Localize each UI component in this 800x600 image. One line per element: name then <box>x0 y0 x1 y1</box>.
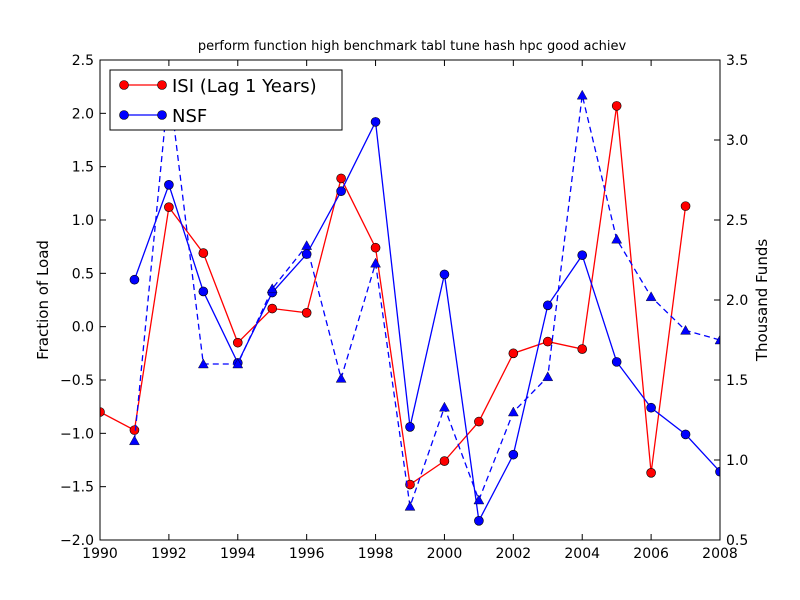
series-0-point-1 <box>129 425 140 435</box>
y-tick-label-6: 1.0 <box>72 213 94 229</box>
series-1-point-1 <box>164 180 174 190</box>
series-0-point-10 <box>439 456 450 466</box>
series-1-point-15 <box>646 402 656 413</box>
series-2-point-2 <box>197 358 209 369</box>
series-0-point-9 <box>405 479 415 490</box>
series-2-point-16 <box>680 324 691 335</box>
y-tick-label-5: 0.5 <box>72 266 94 282</box>
series-2-point-7 <box>370 257 381 268</box>
series-0-point-12 <box>508 348 519 359</box>
y-tick-label-0: −2.0 <box>60 533 94 549</box>
series-1-point-16 <box>680 429 691 440</box>
series-1-point-2 <box>198 286 209 297</box>
x-tick-label-5: 2000 <box>427 546 463 562</box>
y2-tick-label-1: 1.0 <box>726 453 748 469</box>
series-0-point-5 <box>267 303 278 314</box>
y-tick-label-1: −1.5 <box>60 480 94 496</box>
y2-tick-label-3: 2.0 <box>726 293 748 309</box>
series-2-point-17 <box>714 334 720 345</box>
y-tick-label-4: 0.0 <box>72 320 94 336</box>
series-2-point-6 <box>335 372 347 383</box>
y-axis-label: Fraction of Load <box>34 240 52 360</box>
legend-marker-end-0 <box>157 80 167 90</box>
series-1-point-8 <box>405 422 415 432</box>
x-tick-label-0: 1990 <box>82 546 118 562</box>
y2-tick-label-5: 3.0 <box>726 133 748 149</box>
series-1-point-9 <box>439 269 450 280</box>
series-0-point-11 <box>474 416 484 427</box>
series-1-point-6 <box>336 186 346 196</box>
x-tick-label-8: 2006 <box>633 546 669 562</box>
series-2-point-0 <box>129 435 140 445</box>
x-tick-label-7: 2004 <box>564 546 600 562</box>
legend-label-1: NSF <box>172 106 207 127</box>
x-tick-label-9: 2008 <box>702 546 738 562</box>
series-2-point-11 <box>507 406 519 417</box>
series-2-point-10 <box>473 494 485 505</box>
x-tick-label-6: 2002 <box>496 546 532 562</box>
series-line-0 <box>100 105 687 486</box>
series-0-point-13 <box>542 336 553 347</box>
y2-tick-label-2: 1.5 <box>726 373 748 389</box>
x-tick-label-2: 1994 <box>220 546 256 562</box>
series-0-point-16 <box>646 467 656 478</box>
series-1-point-12 <box>542 300 553 311</box>
series-2-point-9 <box>439 401 450 412</box>
legend-marker-end-1 <box>157 110 167 120</box>
series-group <box>100 78 720 526</box>
x-tick-label-3: 1996 <box>289 546 325 562</box>
y-tick-label-3: −0.5 <box>60 373 94 389</box>
series-1-point-10 <box>474 515 484 526</box>
series-1-point-14 <box>611 357 622 367</box>
series-0-point-17 <box>680 201 691 211</box>
series-0-point-14 <box>577 344 588 354</box>
x-tick-label-1: 1992 <box>151 546 187 562</box>
legend-box <box>109 69 343 131</box>
x-tick-label-4: 1998 <box>358 546 394 562</box>
y2-tick-label-0: 0.5 <box>726 533 748 549</box>
legend-marker-start-1 <box>119 110 129 120</box>
series-2-point-5 <box>301 240 313 250</box>
series-0-point-4 <box>232 337 243 348</box>
series-1-point-13 <box>577 250 588 260</box>
series-2-point-8 <box>404 500 416 511</box>
legend: ISI (Lag 1 Years) NSF <box>109 69 343 131</box>
series-2-point-14 <box>611 233 623 244</box>
series-2-point-12 <box>542 371 554 381</box>
y2-axis-label: Thousand Funds <box>753 239 771 362</box>
series-1-point-0 <box>129 274 140 285</box>
series-2-point-15 <box>645 291 657 301</box>
y2-tick-label-4: 2.5 <box>726 213 748 229</box>
y-tick-label-8: 2.0 <box>72 106 94 122</box>
series-0-point-2 <box>164 202 174 212</box>
series-2-point-4 <box>266 283 278 293</box>
series-2-point-13 <box>576 89 588 100</box>
series-1-point-11 <box>508 449 519 460</box>
series-2-point-3 <box>232 358 244 369</box>
y-tick-label-2: −1.0 <box>60 426 94 442</box>
series-0-point-8 <box>370 242 381 253</box>
y-tick-label-7: 1.5 <box>72 160 94 176</box>
y2-tick-label-6: 3.5 <box>726 53 748 69</box>
series-0-point-15 <box>611 101 622 111</box>
legend-marker-start-0 <box>119 80 129 90</box>
series-0-point-6 <box>301 307 312 318</box>
legend-label-0: ISI (Lag 1 Years) <box>172 76 317 97</box>
chart-title: perform function high benchmark tabl tun… <box>198 39 627 54</box>
series-1-point-7 <box>370 117 381 127</box>
series-line-1 <box>133 119 720 523</box>
y-tick-label-9: 2.5 <box>72 53 94 69</box>
series-0-point-0 <box>100 407 105 417</box>
series-0-point-3 <box>198 248 209 258</box>
series-1-point-17 <box>715 466 720 477</box>
series-0-point-7 <box>336 173 346 184</box>
